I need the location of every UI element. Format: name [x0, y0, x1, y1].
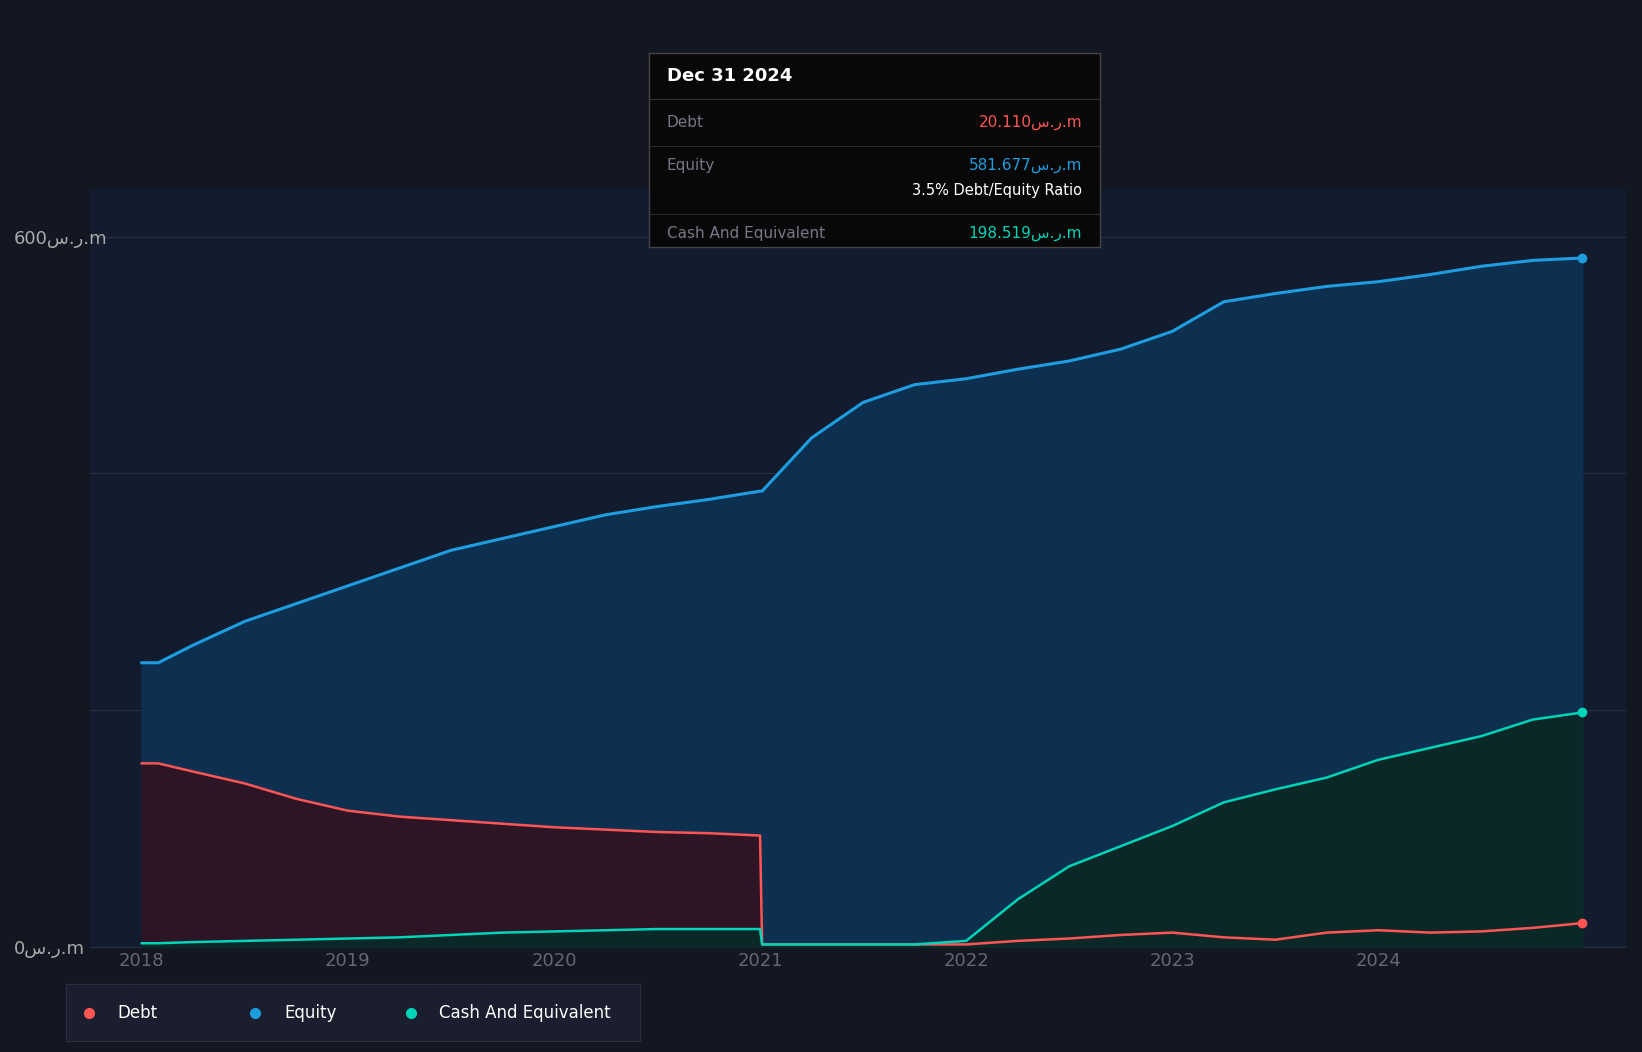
Text: 20.110س.ر.m: 20.110س.ر.m — [979, 115, 1082, 130]
Text: Dec 31 2024: Dec 31 2024 — [667, 67, 791, 85]
Text: Debt: Debt — [118, 1004, 158, 1021]
Text: 3.5% Debt/Equity Ratio: 3.5% Debt/Equity Ratio — [911, 183, 1082, 198]
Text: Cash And Equivalent: Cash And Equivalent — [667, 226, 824, 241]
Text: Debt: Debt — [667, 115, 704, 130]
Text: Equity: Equity — [667, 158, 714, 173]
Text: Equity: Equity — [284, 1004, 337, 1021]
Text: 581.677س.ر.m: 581.677س.ر.m — [969, 158, 1082, 174]
Text: Cash And Equivalent: Cash And Equivalent — [440, 1004, 611, 1021]
Text: 198.519س.ر.m: 198.519س.ر.m — [969, 226, 1082, 241]
